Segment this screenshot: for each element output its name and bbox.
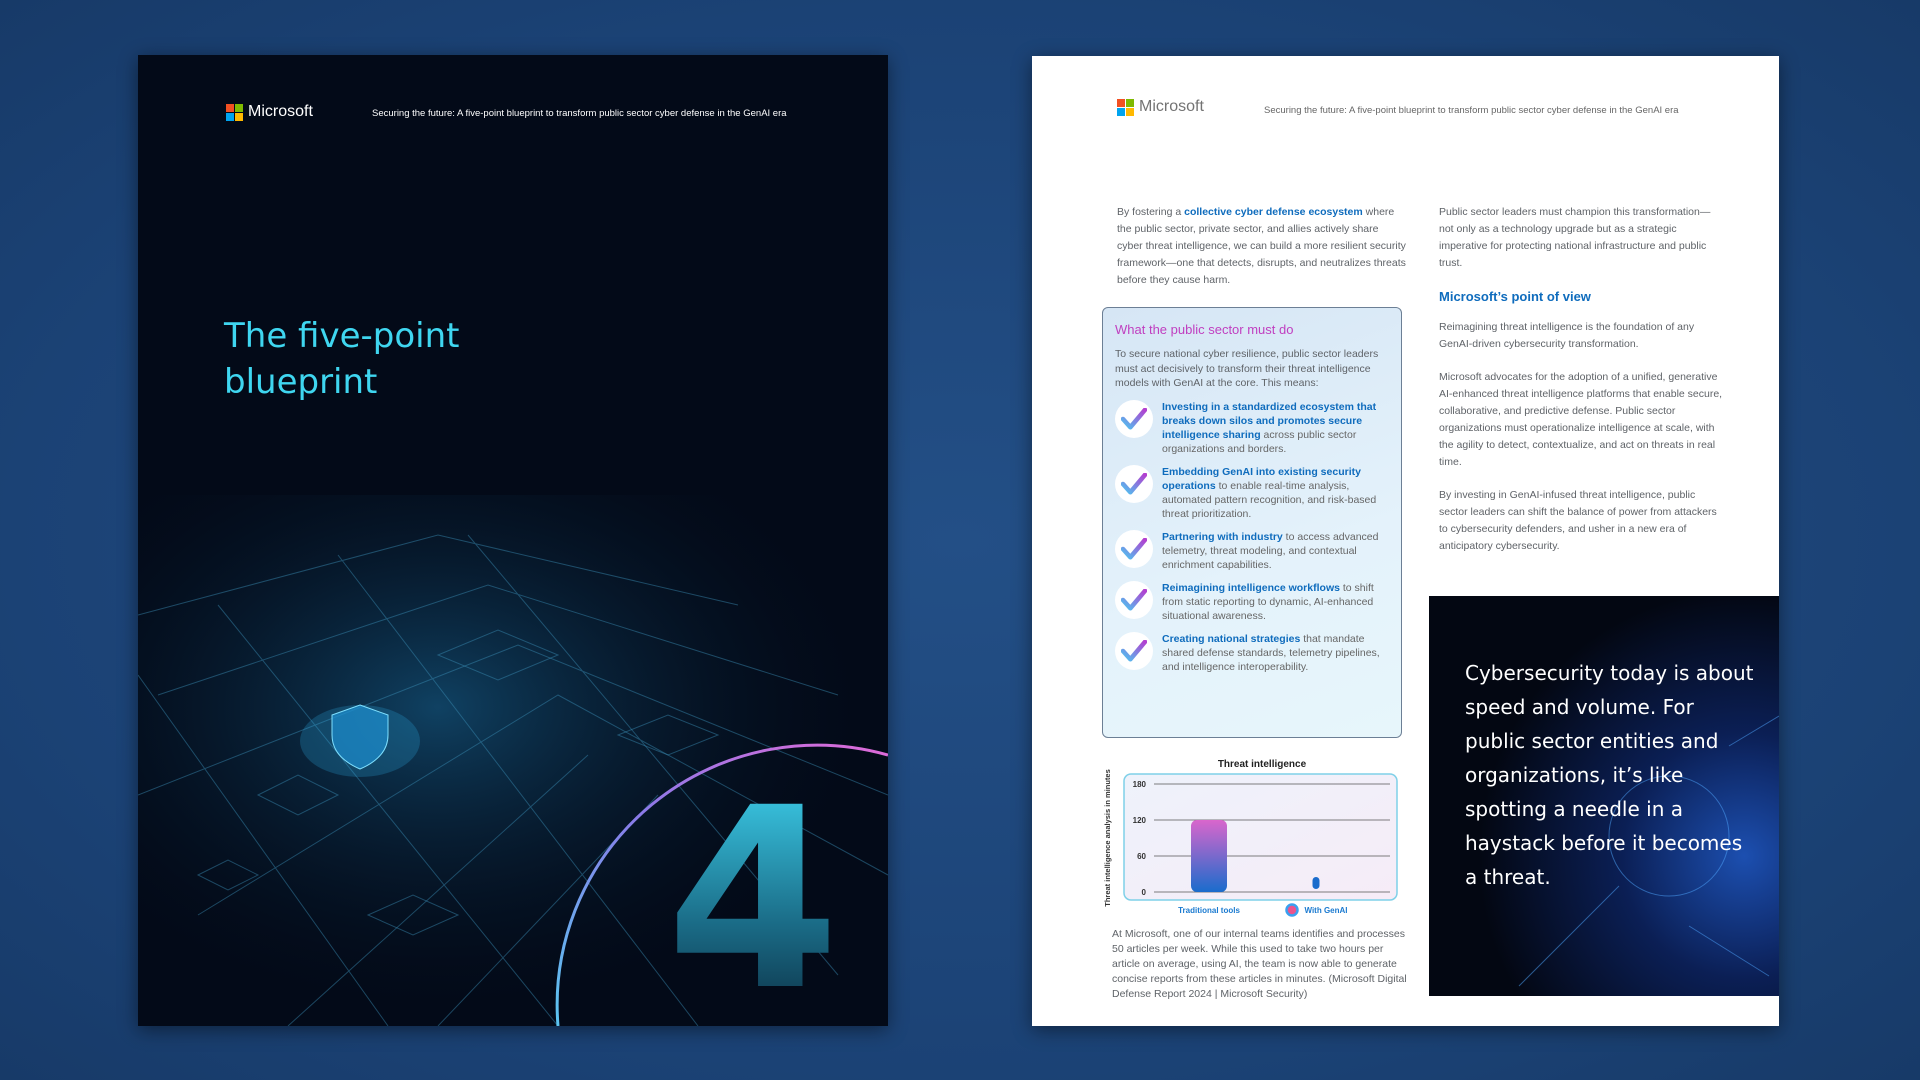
- plot-area: [1123, 773, 1398, 901]
- y-tick-label: 60: [1137, 852, 1146, 861]
- microsoft-logo: Microsoft: [226, 103, 313, 121]
- checkmark-icon: [1115, 464, 1153, 503]
- y-tick-label: 0: [1142, 888, 1147, 897]
- microsoft-logo: Microsoft: [1117, 98, 1204, 116]
- section-heading: Microsoft’s point of view: [1439, 289, 1591, 304]
- bar-with-genai: [1312, 877, 1320, 889]
- callout-title: What the public sector must do: [1115, 322, 1294, 337]
- chart-footnote: At Microsoft, one of our internal teams …: [1112, 928, 1407, 1000]
- checkmark-icon: [1115, 399, 1153, 438]
- callout-item: Reimagining intelligence workflows to sh…: [1115, 580, 1389, 623]
- header-title: Securing the future: A five-point bluepr…: [1264, 105, 1679, 116]
- callout-lead: To secure national cyber resilience, pub…: [1115, 348, 1379, 389]
- callout-box: What the public sector must do To secure…: [1102, 307, 1402, 738]
- content-page: Microsoft Securing the future: A five-po…: [1032, 56, 1779, 1026]
- callout-item: Investing in a standardized ecosystem th…: [1115, 399, 1389, 456]
- brand-name: Microsoft: [1139, 98, 1204, 115]
- chart-title: Threat intelligence: [1218, 759, 1307, 770]
- copilot-icon: [1285, 903, 1299, 917]
- threat-intelligence-chart: Threat intelligence Threat intelligence …: [1103, 759, 1398, 917]
- paragraph: Reimagining threat intelligence is the f…: [1439, 321, 1695, 350]
- callout-item: Embedding GenAI into existing security o…: [1115, 464, 1389, 521]
- checkmark-icon: [1115, 580, 1153, 619]
- quote-text: Cybersecurity today is about speed and v…: [1465, 661, 1754, 889]
- x-tick-label: With GenAI: [1304, 906, 1347, 915]
- shield-icon: [300, 704, 420, 777]
- paragraph: By investing in GenAI-infused threat int…: [1439, 489, 1717, 552]
- paragraph: Microsoft advocates for the adoption of …: [1439, 371, 1723, 468]
- y-tick-label: 180: [1133, 780, 1147, 789]
- microsoft-logo-icon: [226, 103, 243, 121]
- cyber-city-illustration: [138, 495, 888, 1026]
- quote-panel: Cybersecurity today is about speed and v…: [1429, 596, 1779, 996]
- decorative-arc: [555, 743, 888, 1026]
- chapter-number: 4: [666, 754, 840, 1026]
- right-column: Public sector leaders must champion this…: [1439, 204, 1724, 571]
- magnifier-illustration: [1518, 715, 1779, 987]
- brand-name: Microsoft: [248, 103, 313, 120]
- x-tick-label: Traditional tools: [1178, 906, 1240, 915]
- callout-item: Creating national strategies that mandat…: [1115, 631, 1389, 674]
- bar-traditional-tools: [1191, 820, 1227, 892]
- ecosystem-link[interactable]: collective cyber defense ecosystem: [1184, 206, 1363, 218]
- paragraph: Public sector leaders must champion this…: [1439, 206, 1711, 269]
- cover-title: The five-point blueprint: [224, 316, 460, 402]
- microsoft-logo-icon: [1117, 98, 1134, 116]
- header-title: Securing the future: A five-point bluepr…: [372, 108, 787, 119]
- y-tick-label: 120: [1133, 816, 1147, 825]
- checkmark-icon: [1115, 631, 1153, 670]
- checkmark-icon: [1115, 529, 1153, 568]
- callout-item: Partnering with industry to access advan…: [1115, 529, 1389, 572]
- cover-page: Microsoft Securing the future: A five-po…: [138, 55, 888, 1026]
- y-axis-label: Threat intelligence analysis in minutes: [1103, 769, 1112, 907]
- intro-paragraph: By fostering a collective cyber defense …: [1117, 206, 1406, 286]
